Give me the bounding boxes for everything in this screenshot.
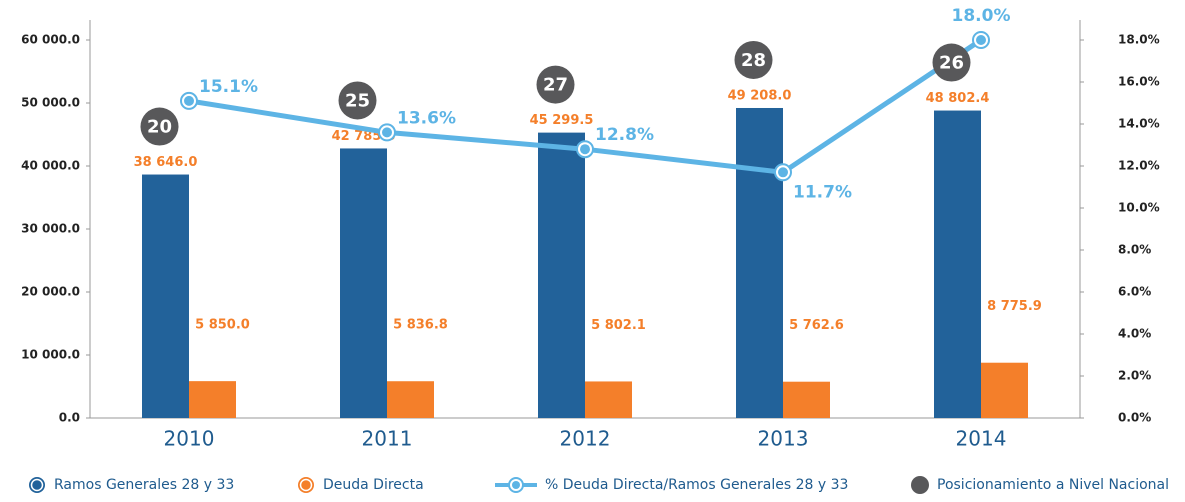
line-point-inner	[382, 127, 392, 138]
rank-marker	[734, 40, 773, 79]
bar-value-label: 5 762.6	[789, 318, 844, 333]
x-tick-label: 2012	[560, 427, 611, 451]
y2-tick-label: 12.0%	[1118, 159, 1160, 173]
y-tick-label: 10 000.0	[21, 348, 80, 362]
y2-tick-label: 2.0%	[1118, 369, 1151, 383]
x-tick-label: 2014	[956, 427, 1007, 451]
bar-value-label: 5 850.0	[195, 318, 250, 333]
bar	[981, 362, 1028, 418]
bar-value-label: 8 775.9	[987, 299, 1042, 314]
rank-marker	[338, 81, 377, 120]
line-point-inner	[184, 95, 194, 106]
legend-label: Posicionamiento a Nivel Nacional	[937, 477, 1169, 493]
legend-marker-ring	[30, 478, 44, 492]
y2-tick-label: 8.0%	[1118, 243, 1151, 257]
line-value-label: 11.7%	[793, 182, 852, 202]
y2-tick-label: 6.0%	[1118, 285, 1151, 299]
bar-value-label: 49 208.0	[728, 88, 792, 103]
rank-label: 28	[741, 50, 766, 71]
line-point-inner	[976, 35, 986, 45]
legend-label: % Deuda Directa/Ramos Generales 28 y 33	[545, 477, 848, 493]
line-value-label: 18.0%	[952, 6, 1011, 26]
rank-label: 27	[543, 75, 568, 96]
rank-marker	[932, 43, 971, 82]
bar-value-label: 48 802.4	[926, 91, 990, 106]
bar	[340, 148, 387, 418]
bar	[387, 381, 434, 418]
line-value-label: 15.1%	[199, 77, 258, 97]
bar-value-label: 38 646.0	[134, 155, 198, 170]
y-tick-label: 30 000.0	[21, 222, 80, 236]
y2-tick-label: 10.0%	[1118, 201, 1160, 215]
rank-label: 20	[147, 117, 172, 138]
x-tick-label: 2011	[362, 427, 413, 451]
bar	[783, 381, 830, 418]
rank-marker	[536, 65, 575, 104]
x-tick-label: 2010	[164, 427, 215, 451]
legend-label: Deuda Directa	[323, 477, 424, 493]
y2-tick-label: 4.0%	[1118, 327, 1151, 341]
bar	[538, 132, 585, 418]
bar	[934, 110, 981, 419]
rank-marker	[140, 107, 179, 146]
y2-tick-label: 18.0%	[1118, 33, 1160, 47]
y-tick-label: 0.0	[59, 411, 80, 425]
line-value-label: 12.8%	[595, 125, 654, 145]
bar-value-label: 5 802.1	[591, 318, 646, 333]
line-point-inner	[580, 144, 590, 155]
rank-label: 25	[345, 90, 370, 111]
y2-tick-label: 0.0%	[1118, 411, 1151, 425]
bar	[736, 107, 783, 419]
y2-tick-label: 14.0%	[1118, 117, 1160, 131]
bar	[189, 381, 236, 418]
bar-value-label: 5 836.8	[393, 318, 448, 333]
legend-marker-ring	[299, 478, 313, 492]
bar	[142, 174, 189, 418]
rank-label: 26	[939, 53, 964, 74]
x-tick-label: 2013	[758, 427, 809, 451]
y-tick-label: 50 000.0	[21, 96, 80, 110]
y-tick-label: 40 000.0	[21, 159, 80, 173]
y-tick-label: 60 000.0	[21, 33, 80, 47]
legend-marker	[911, 476, 929, 494]
y-tick-label: 20 000.0	[21, 285, 80, 299]
line-point-inner	[778, 167, 788, 178]
bar-value-label: 45 299.5	[530, 113, 594, 128]
bar	[585, 381, 632, 418]
line-value-label: 13.6%	[397, 108, 456, 128]
y2-tick-label: 16.0%	[1118, 75, 1160, 89]
legend-label: Ramos Generales 28 y 33	[54, 477, 234, 493]
legend-marker-inner	[512, 481, 520, 489]
